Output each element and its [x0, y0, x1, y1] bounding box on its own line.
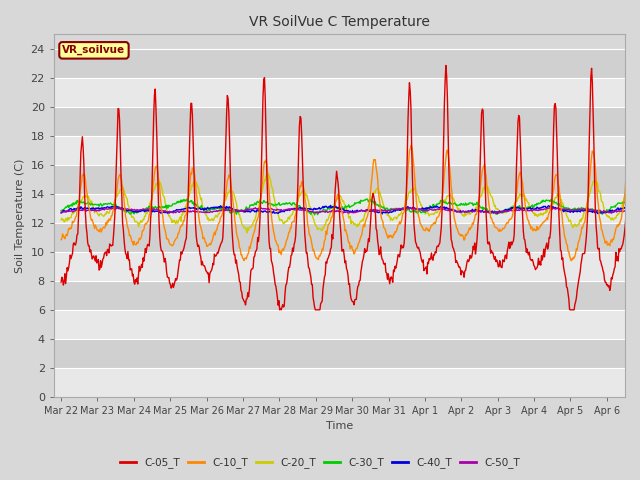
Bar: [54, 194, 625, 223]
Bar: [54, 223, 625, 252]
Bar: [54, 339, 625, 368]
Bar: [54, 49, 625, 78]
Legend: C-05_T, C-10_T, C-20_T, C-30_T, C-40_T, C-50_T: C-05_T, C-10_T, C-20_T, C-30_T, C-40_T, …: [116, 453, 524, 472]
Title: VR SoilVue C Temperature: VR SoilVue C Temperature: [249, 15, 430, 29]
Bar: [54, 78, 625, 107]
Bar: [54, 252, 625, 281]
Bar: [54, 281, 625, 310]
Bar: [54, 136, 625, 165]
Bar: [54, 368, 625, 397]
Y-axis label: Soil Temperature (C): Soil Temperature (C): [15, 158, 25, 273]
Bar: [54, 310, 625, 339]
Bar: [54, 165, 625, 194]
X-axis label: Time: Time: [326, 421, 353, 432]
Text: VR_soilvue: VR_soilvue: [63, 45, 125, 56]
Bar: [54, 107, 625, 136]
